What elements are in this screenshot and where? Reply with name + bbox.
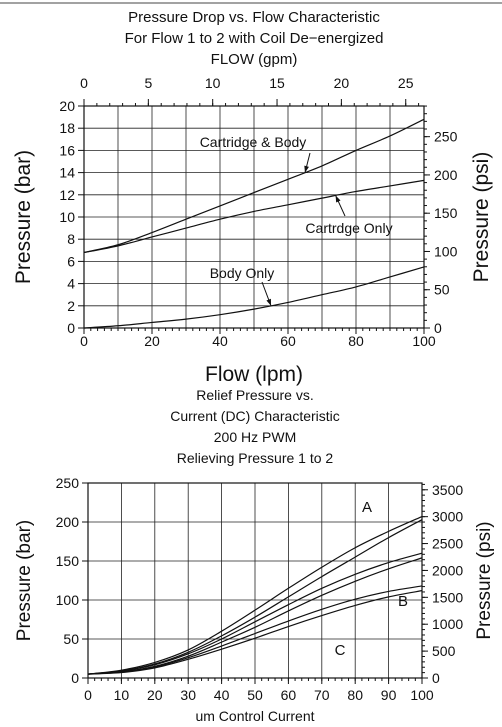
chart2-y-tick-label: 50 [63, 631, 79, 647]
chart2-x-tick-label: 40 [214, 687, 230, 703]
chart1-series-line-2 [83, 266, 425, 329]
chart2-x-tick-label: 30 [180, 687, 196, 703]
chart2-y-tick-label: 150 [56, 553, 80, 569]
chart2-y2-tick-label: 3000 [432, 509, 463, 525]
chart1-y2-tick-label: 150 [434, 205, 458, 221]
chart1-y-tick-label: 2 [67, 298, 75, 314]
chart2-series-line-2 [87, 552, 423, 675]
chart1-title-line: Pressure Drop vs. Flow Characteristic [128, 9, 380, 26]
chart1-annotation-label: Body Only [210, 265, 275, 281]
chart2-title-line: Relieving Pressure 1 to 2 [177, 450, 334, 466]
chart2-y2-tick-label: 0 [432, 670, 440, 686]
chart1-x2-tick-label: 15 [269, 75, 285, 91]
chart2-y-tick-label: 250 [56, 475, 80, 491]
chart2-curve-label: C [335, 642, 346, 659]
chart2-y2-tick-label: 500 [432, 643, 456, 659]
chart1-x-tick-label: 100 [412, 333, 436, 349]
chart2-x-tick-label: 90 [381, 687, 397, 703]
chart2-x-tick-label: 100 [410, 687, 434, 703]
chart1-y-tick-label: 8 [67, 231, 75, 247]
chart1-series-line-1 [83, 179, 425, 254]
chart1-y-tick-label: 16 [59, 142, 75, 158]
chart2-y2-tick-label: 2500 [432, 536, 463, 552]
chart1-y2-tick-label: 200 [434, 167, 458, 183]
chart2-y2-tick-label: 2000 [432, 562, 463, 578]
chart1-title-line: For Flow 1 to 2 with Coil De−energized [125, 30, 384, 47]
chart1-y2-tick-label: 0 [434, 320, 442, 336]
chart2-y-tick-label: 0 [71, 670, 79, 686]
chart2-curve-label: B [398, 593, 408, 610]
chart1-y2-tick-label: 50 [434, 282, 450, 298]
chart1-x2-tick-label: 25 [398, 75, 414, 91]
chart1-annotation-arrowhead [304, 165, 309, 173]
chart1-annotation-label: Cartrdge Only [305, 220, 392, 236]
chart1-x-tick-label: 60 [280, 333, 296, 349]
chart1-y-tick-label: 18 [59, 120, 75, 136]
chart2-y-axis-label: Pressure (bar) [14, 520, 35, 641]
chart1-x-tick-label: 80 [348, 333, 364, 349]
chart2-x-tick-label: 50 [247, 687, 263, 703]
chart1-x-tick-label: 0 [80, 333, 88, 349]
chart1-x2-tick-label: 0 [80, 75, 88, 91]
chart2-series-line-0 [87, 515, 423, 675]
chart2-y2-tick-label: 1500 [432, 589, 463, 605]
chart1-y-axis-label: Pressure (bar) [12, 150, 35, 284]
chart1-x-tick-label: 40 [212, 333, 228, 349]
chart1-y-tick-label: 0 [67, 320, 75, 336]
chart1-x2-tick-label: 5 [144, 75, 152, 91]
chart1-series-line-0 [83, 118, 425, 254]
chart2-series-line-4 [87, 585, 423, 675]
chart1-y-tick-label: 6 [67, 253, 75, 269]
chart2-y-tick-label: 200 [56, 514, 80, 530]
chart1-y-tick-label: 4 [67, 276, 75, 292]
chart2-title-line: 200 Hz PWM [214, 429, 296, 445]
chart1-y2-axis-label: Pressure (psi) [470, 152, 493, 283]
chart1-x-tick-label: 20 [144, 333, 160, 349]
chart2-x-tick-label: 80 [347, 687, 363, 703]
chart2-x-tick-label: 60 [281, 687, 297, 703]
chart1-x-axis-label: Flow (lpm) [205, 363, 303, 386]
chart2-y2-axis-label: Pressure (psi) [474, 521, 495, 639]
chart1-y2-tick-label: 250 [434, 129, 458, 145]
chart1-y-tick-label: 20 [59, 98, 75, 114]
chart1-x2-tick-label: 20 [334, 75, 350, 91]
chart2-series-line-5 [87, 590, 423, 675]
chart2-curve-label: A [362, 499, 372, 516]
chart2-y-tick-label: 100 [56, 592, 80, 608]
chart1-title-line: FLOW (gpm) [211, 51, 298, 68]
chart1-x2-tick-label: 10 [205, 75, 221, 91]
chart1-y-tick-label: 10 [59, 209, 75, 225]
chart1-y-tick-label: 14 [59, 165, 75, 181]
chart2-y2-tick-label: 3500 [432, 482, 463, 498]
chart1-annotation-label: Cartridge & Body [200, 134, 307, 150]
chart2-x-tick-label: 70 [314, 687, 330, 703]
chart2-x-axis-label: um Control Current [195, 708, 314, 724]
chart2-title-line: Relief Pressure vs. [196, 387, 313, 403]
chart2-x-tick-label: 20 [147, 687, 163, 703]
chart2-x-tick-label: 0 [84, 687, 92, 703]
chart1-annotation-arrowhead [266, 298, 271, 306]
chart2-y2-tick-label: 1000 [432, 616, 463, 632]
chart2-x-tick-label: 10 [114, 687, 130, 703]
chart2-title-line: Current (DC) Characteristic [170, 408, 340, 424]
chart1-y-tick-label: 12 [59, 187, 75, 203]
chart1-annotation-arrowhead [335, 195, 341, 203]
chart1-y2-tick-label: 100 [434, 243, 458, 259]
